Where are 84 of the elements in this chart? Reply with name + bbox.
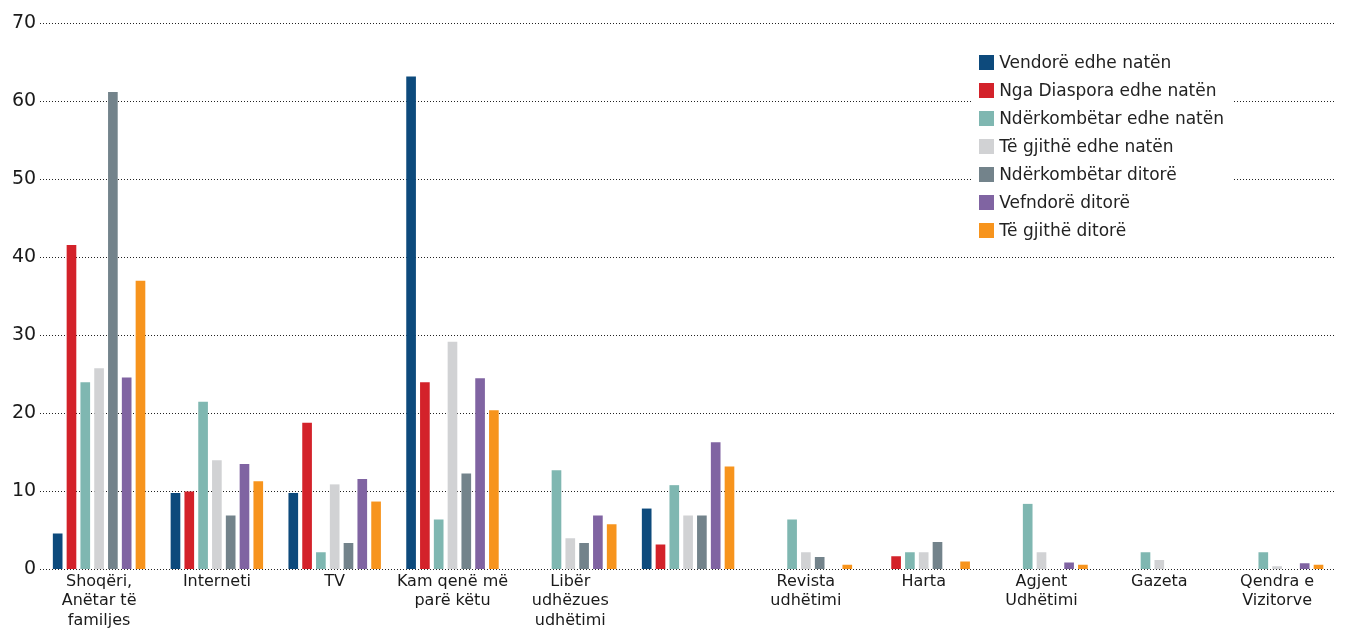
bar: [1299, 563, 1310, 569]
x-tick-label: Shoqëri, Anëtar të familjes: [61, 571, 137, 629]
bar: [641, 508, 652, 569]
x-tick-label: Qendra e Vizitorve: [1240, 571, 1315, 610]
x-tick-label: Gazeta: [1131, 571, 1188, 591]
bar: [606, 524, 617, 569]
bar: [80, 382, 91, 569]
bar: [66, 244, 77, 569]
bar: [371, 501, 381, 569]
bar: [489, 410, 499, 569]
bar: [1064, 562, 1074, 569]
y-tick-label: 10: [11, 478, 37, 501]
bar: [579, 542, 589, 569]
legend-label: Nga Diaspora edhe natën: [999, 80, 1217, 100]
bar: [343, 542, 354, 569]
legend-label: Vendorë edhe natën: [999, 52, 1172, 72]
bar: [198, 401, 208, 569]
bar: [1078, 564, 1088, 569]
bar: [1140, 552, 1151, 569]
bar: [932, 542, 943, 569]
bar: [329, 484, 340, 569]
y-tick-label: 30: [11, 322, 37, 345]
bar: [814, 556, 825, 569]
bar: [461, 473, 472, 569]
bar: [1036, 552, 1047, 569]
bar: [1313, 564, 1324, 569]
bar: [724, 466, 735, 569]
y-tick-label: 40: [11, 244, 37, 267]
legend-label: Vefndorë ditorë: [999, 192, 1130, 212]
bar: [891, 556, 901, 569]
bar: [316, 552, 326, 569]
bar: [593, 515, 603, 569]
y-tick-label: 50: [11, 166, 37, 189]
bar: [253, 481, 264, 569]
bar: [239, 464, 250, 569]
x-tick-label: TV: [323, 571, 346, 591]
bar: [475, 378, 485, 569]
bar: [565, 538, 576, 569]
x-tick-label: Agjent Udhëtimi: [1005, 571, 1078, 610]
bar: [121, 377, 132, 569]
bar: [655, 544, 666, 569]
bar: [94, 368, 104, 569]
x-tick-label: Harta: [901, 571, 946, 591]
bar: [669, 485, 680, 569]
bar: [960, 561, 970, 569]
bar: [302, 422, 312, 569]
x-tick-label: Libër udhëzues udhëtimi: [531, 571, 609, 629]
legend-label: Të gjithë ditorë: [999, 220, 1127, 240]
x-tick-label: Kam qenë më parë këtu: [396, 571, 509, 610]
x-tick-label: Interneti: [182, 571, 251, 591]
bar: [447, 341, 458, 569]
bar: [710, 442, 721, 569]
bar: [1154, 560, 1165, 569]
bar: [357, 478, 368, 569]
y-tick-label: 0: [24, 556, 37, 579]
bar: [801, 552, 811, 569]
bar: [551, 470, 562, 569]
bar: [288, 492, 299, 569]
bar: [905, 552, 915, 569]
bar: [420, 382, 430, 569]
bar: [1272, 566, 1282, 569]
bar: [433, 519, 444, 569]
bar: [135, 280, 146, 569]
bar: [52, 533, 63, 569]
bar: [170, 492, 181, 569]
legend-label: Ndërkombëtar ditorë: [999, 164, 1177, 184]
bar: [842, 564, 853, 569]
y-tick-label: 70: [11, 10, 37, 33]
legend-label: Të gjithë edhe natën: [999, 136, 1174, 156]
bar: [787, 519, 797, 569]
bar: [225, 515, 236, 569]
y-tick-label: 60: [11, 88, 37, 111]
bar: [212, 460, 222, 569]
bar: [918, 552, 929, 569]
y-tick-label: 20: [11, 400, 37, 423]
bar: [697, 515, 707, 569]
bar: [683, 515, 693, 569]
x-tick-label: Revista udhëtimi: [770, 571, 842, 610]
bar: [184, 491, 195, 569]
bar: [406, 76, 416, 569]
legend-label: Ndërkombëtar edhe natën: [999, 108, 1224, 128]
bar: [1258, 552, 1269, 569]
bar: [108, 92, 118, 569]
bar: [1022, 503, 1033, 569]
